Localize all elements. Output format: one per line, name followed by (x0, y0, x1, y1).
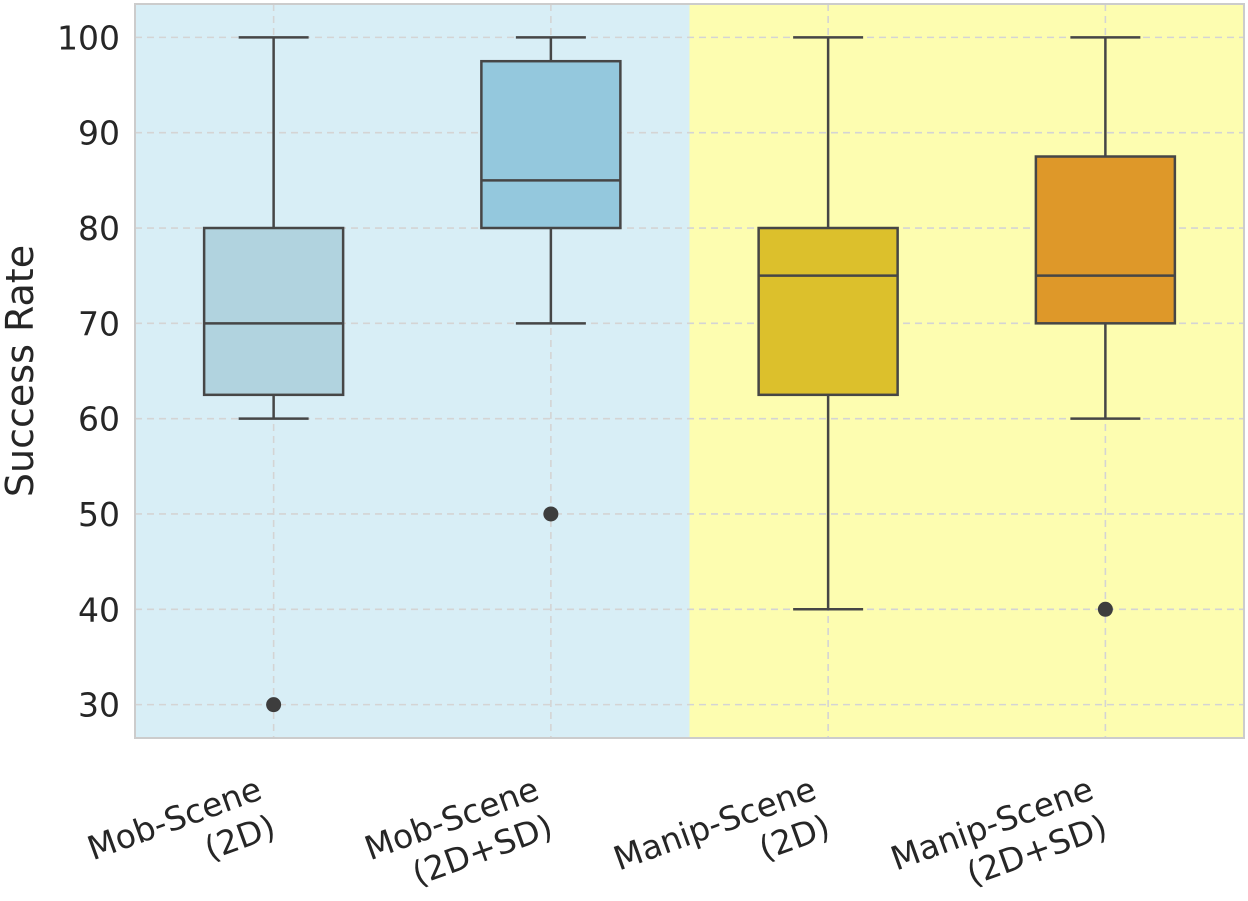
x-tick-label-2: Mob-Scene(2D+SD) (359, 769, 557, 893)
y-tick-label-40: 40 (78, 590, 120, 629)
x-tick-label-1: Mob-Scene(2D) (82, 769, 280, 868)
x-tick-labels: Mob-Scene(2D) Mob-Scene(2D+SD) Manip-Scene… (82, 769, 1112, 893)
y-tick-label-70: 70 (78, 304, 120, 343)
plot-frame (134, 3, 1245, 739)
box-iqr (757, 226, 899, 397)
box-group-4 (1034, 36, 1177, 617)
y-tick-label-50: 50 (78, 495, 120, 534)
y-tick-label-100: 100 (57, 18, 120, 57)
outlier-point (1097, 601, 1113, 617)
y-tick-label-80: 80 (78, 209, 120, 248)
y-tick-labels: 30 40 50 60 70 80 90 100 (57, 18, 120, 724)
y-tick-label-30: 30 (78, 686, 120, 725)
y-axis-title: Success Rate (0, 245, 42, 497)
x-tick-label-3: Manip-Scene(2D) (608, 769, 834, 878)
box-iqr (480, 59, 622, 230)
y-tick-label-90: 90 (78, 114, 120, 153)
y-tick-label-60: 60 (78, 400, 120, 439)
box-group-3 (757, 36, 899, 611)
outlier-point (543, 506, 559, 522)
x-tick-label-4: Manip-Scene(2D+SD) (886, 769, 1112, 893)
box-group-2 (480, 36, 622, 522)
boxes-layer (202, 36, 1177, 713)
box-iqr (1034, 155, 1177, 325)
box-group-1 (202, 36, 345, 713)
outlier-point (266, 697, 282, 713)
box-iqr (202, 226, 345, 397)
